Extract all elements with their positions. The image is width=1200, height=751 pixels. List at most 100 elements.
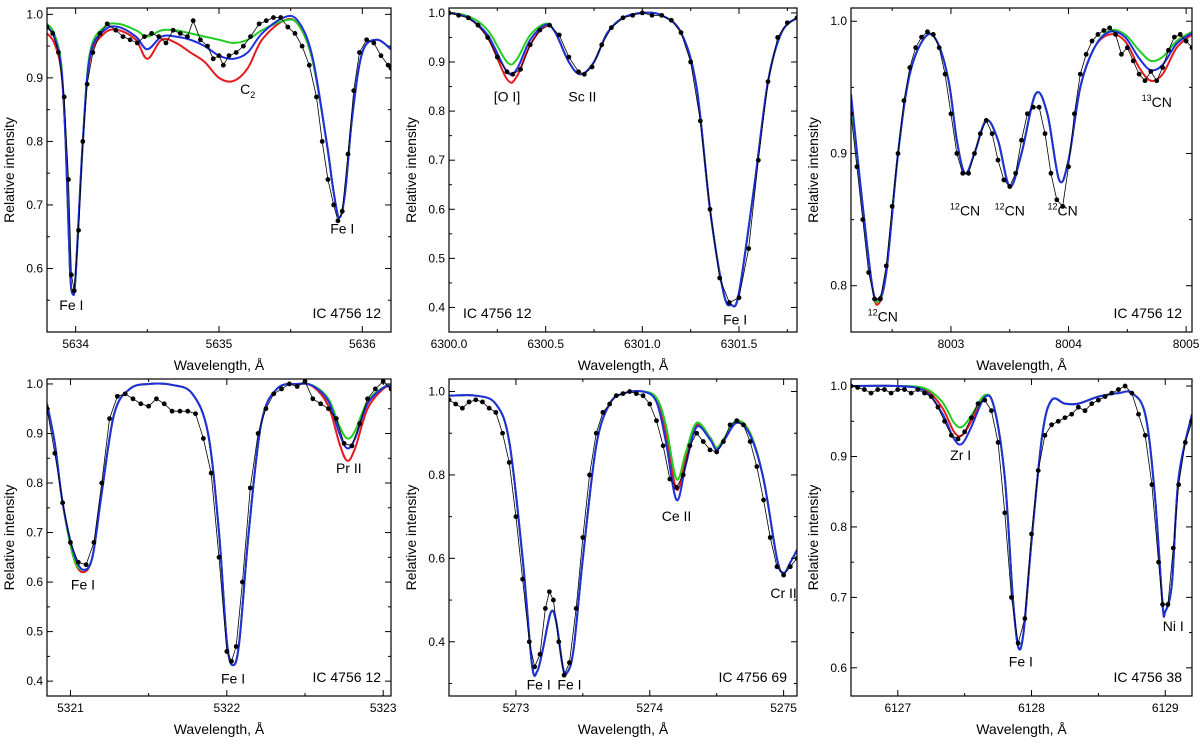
- observed-point: [52, 450, 58, 456]
- observed-point: [1029, 531, 1034, 537]
- observed-point: [459, 405, 465, 411]
- observed-point: [678, 30, 684, 35]
- observed-point: [754, 464, 760, 469]
- observed-point: [868, 390, 874, 396]
- observed-point: [1069, 411, 1075, 417]
- observed-point: [593, 430, 599, 436]
- observed-point: [185, 34, 190, 39]
- observed-point: [1156, 559, 1161, 565]
- plot-frame: [850, 378, 1193, 697]
- observed-point: [1177, 32, 1183, 37]
- observed-point: [907, 65, 913, 70]
- line-annotation: Sc II: [568, 88, 596, 104]
- observed-point: [485, 35, 491, 40]
- observed-point: [325, 177, 331, 182]
- observed-point: [1009, 594, 1014, 600]
- observed-point: [1019, 137, 1024, 143]
- observed-point: [948, 432, 954, 438]
- observed-point: [599, 42, 605, 48]
- observed-point: [493, 409, 499, 415]
- observed-point: [99, 480, 105, 486]
- observed-point: [456, 12, 462, 18]
- observed-point: [948, 111, 954, 117]
- observed-point: [1035, 468, 1041, 473]
- y-tick-label: 1.0: [830, 379, 847, 393]
- observed-point: [860, 217, 866, 222]
- observed-point: [1072, 111, 1077, 117]
- observed-line: [47, 17, 391, 291]
- observed-point: [364, 37, 370, 43]
- x-tick-label: 5321: [57, 701, 84, 715]
- observed-point: [1160, 602, 1165, 607]
- observed-point: [922, 390, 927, 396]
- observed-point: [694, 430, 700, 436]
- observed-point: [1136, 411, 1141, 417]
- panel-p2: 6300.0 6300.5 6301.0 6301.5 0.4 0.5 0.6 0.7 0.8 0…: [403, 6, 798, 373]
- observed-point: [1089, 401, 1095, 407]
- observed-point: [310, 396, 316, 402]
- y-tick-label: 0.7: [26, 526, 43, 540]
- y-tick-label: 1.0: [26, 7, 43, 21]
- observed-point: [1013, 170, 1019, 176]
- observed-point: [861, 387, 867, 392]
- observed-point: [576, 69, 581, 75]
- observed-point: [1102, 394, 1108, 400]
- observed-point: [888, 390, 894, 396]
- observed-point: [90, 50, 96, 55]
- observed-point: [146, 403, 152, 409]
- observed-point: [919, 34, 924, 40]
- observed-point: [357, 50, 362, 55]
- observed-point: [339, 208, 345, 214]
- observed-point: [866, 270, 872, 275]
- observed-point: [506, 460, 512, 465]
- observed-point: [233, 50, 239, 55]
- observed-point: [216, 554, 222, 560]
- observed-point: [263, 18, 269, 24]
- observed-point: [154, 396, 159, 402]
- observed-point: [226, 53, 232, 59]
- y-tick-label: 0.8: [26, 134, 43, 148]
- observed-point: [983, 118, 989, 123]
- observed-point: [518, 66, 523, 72]
- observed-line: [47, 380, 391, 663]
- observed-point: [197, 37, 203, 43]
- observed-point: [513, 514, 519, 520]
- observed-point: [649, 12, 655, 18]
- observed-point: [995, 440, 1001, 445]
- observed-point: [527, 42, 533, 48]
- panel-p6: 6127 6128 6129 0.6 0.7 0.8 0.9 1.0 Wavelength, Å…: [805, 378, 1193, 737]
- observed-point: [1030, 104, 1036, 110]
- observed-point: [546, 589, 552, 595]
- observed-point: [1083, 51, 1089, 57]
- observed-point: [371, 40, 377, 46]
- observed-point: [1107, 25, 1113, 31]
- observed-point: [640, 393, 646, 399]
- observed-point: [580, 535, 586, 540]
- line-annotation: Pr II: [336, 460, 362, 476]
- observed-point: [1002, 510, 1008, 516]
- star-label: IC 4756 12: [463, 305, 532, 321]
- observed-point: [271, 15, 276, 20]
- observed-point: [1182, 440, 1188, 445]
- observed-point: [726, 300, 732, 305]
- observed-point: [1130, 58, 1136, 64]
- y-tick-label: 0.9: [830, 146, 847, 160]
- observed-point: [532, 664, 538, 670]
- observed-point: [883, 263, 889, 269]
- observed-point: [746, 246, 752, 251]
- observed-point: [928, 394, 934, 400]
- observed-point: [177, 31, 183, 36]
- panel-p1: 5634 5635 5636 0.6 0.7 0.8 0.9 1.0 Wavelength, Å…: [1, 7, 392, 373]
- observed-point: [138, 401, 144, 407]
- series-line-blue: [47, 14, 391, 297]
- observed-point: [68, 272, 74, 278]
- x-tick-label: 5636: [349, 337, 376, 351]
- observed-point: [556, 639, 562, 645]
- line-annotation: Fe I: [59, 297, 83, 313]
- observed-point: [349, 443, 355, 449]
- line-annotation: Fe I: [527, 677, 551, 693]
- observed-point: [240, 579, 245, 585]
- observed-point: [908, 390, 914, 396]
- observed-point: [210, 56, 216, 62]
- line-annotation: Ce II: [662, 508, 692, 524]
